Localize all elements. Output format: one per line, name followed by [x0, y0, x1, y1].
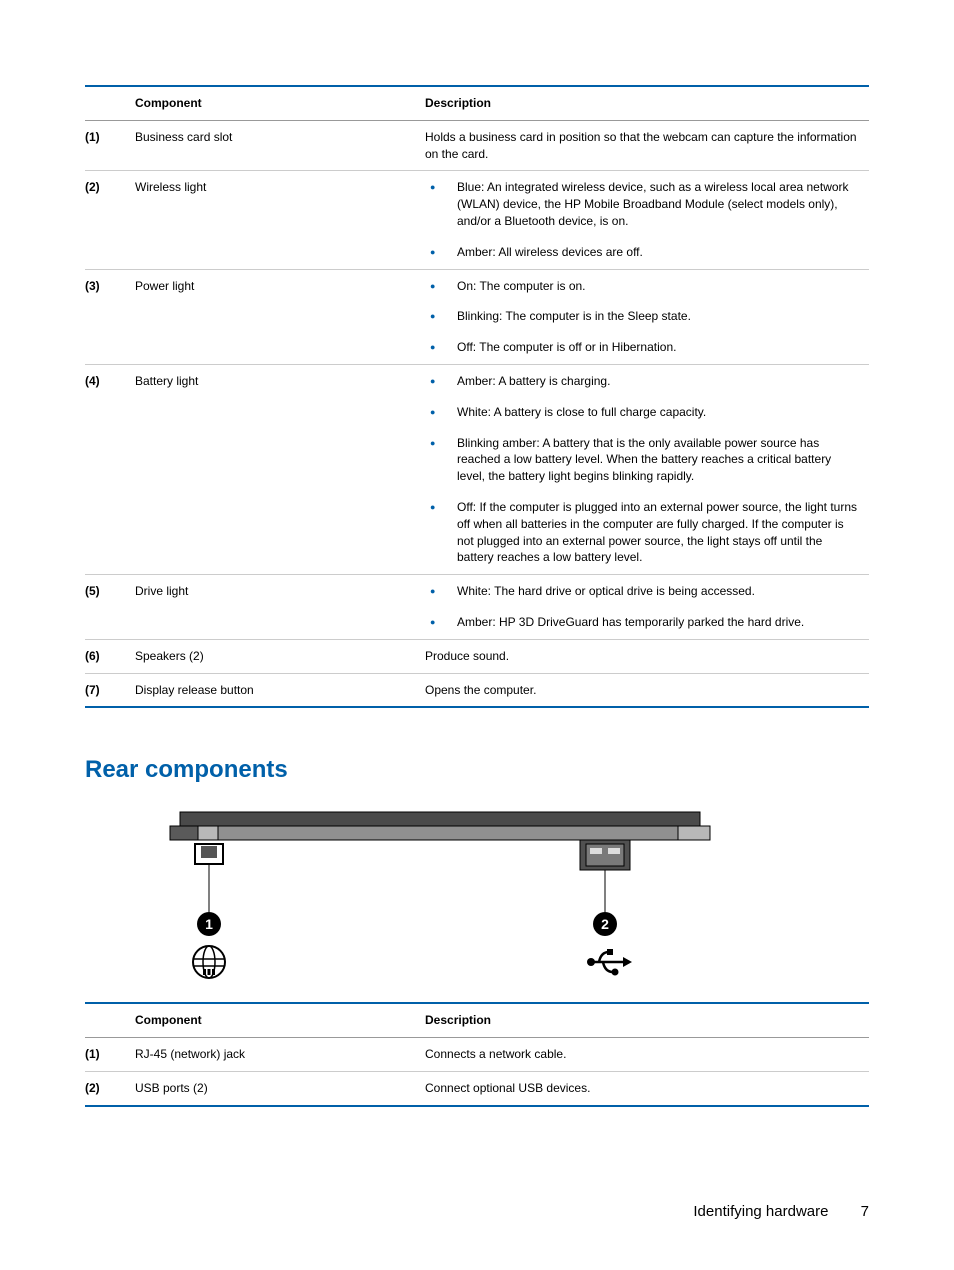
- description-list-item: Amber: All wireless devices are off.: [425, 244, 861, 261]
- rear-components-heading: Rear components: [85, 756, 869, 784]
- description-list: On: The computer is on. Blinking: The com…: [425, 278, 861, 356]
- row-description: Connect optional USB devices.: [425, 1071, 869, 1105]
- diagram-callout-2: 2: [601, 916, 609, 932]
- row-description: Holds a business card in position so tha…: [425, 120, 869, 171]
- table-row: (1)RJ-45 (network) jackConnects a networ…: [85, 1038, 869, 1072]
- table2-header-component: Component: [135, 1003, 425, 1037]
- description-list: Blue: An integrated wireless device, suc…: [425, 179, 861, 260]
- description-list-item: Amber: A battery is charging.: [425, 373, 861, 390]
- description-list-item: Off: If the computer is plugged into an …: [425, 499, 861, 566]
- row-description: Produce sound.: [425, 639, 869, 673]
- row-index: (2): [85, 171, 135, 269]
- description-list-item: Blue: An integrated wireless device, suc…: [425, 179, 861, 229]
- table-row: (3)Power lightOn: The computer is on. Bli…: [85, 269, 869, 364]
- row-index: (4): [85, 364, 135, 574]
- row-component: Business card slot: [135, 120, 425, 171]
- rear-diagram: 1 2: [85, 802, 869, 1002]
- table-row: (5)Drive lightWhite: The hard drive or o…: [85, 575, 869, 640]
- row-index: (1): [85, 1038, 135, 1072]
- row-component: Wireless light: [135, 171, 425, 269]
- row-description: Opens the computer.: [425, 673, 869, 707]
- row-index: (7): [85, 673, 135, 707]
- table-row: (2)Wireless lightBlue: An integrated wir…: [85, 171, 869, 269]
- row-description: Amber: A battery is charging. White: A ba…: [425, 364, 869, 574]
- description-list-item: On: The computer is on.: [425, 278, 861, 295]
- row-description: Blue: An integrated wireless device, suc…: [425, 171, 869, 269]
- page-footer: Identifying hardware 7: [693, 1203, 869, 1220]
- row-component: Display release button: [135, 673, 425, 707]
- description-list-item: Blinking amber: A battery that is the on…: [425, 435, 861, 485]
- row-index: (6): [85, 639, 135, 673]
- components-table-1: Component Description (1)Business card s…: [85, 85, 869, 708]
- table-row: (2)USB ports (2)Connect optional USB dev…: [85, 1071, 869, 1105]
- row-description: White: The hard drive or optical drive i…: [425, 575, 869, 640]
- row-description: Connects a network cable.: [425, 1038, 869, 1072]
- footer-section-title: Identifying hardware: [693, 1203, 828, 1220]
- description-list: White: The hard drive or optical drive i…: [425, 583, 861, 631]
- row-index: (5): [85, 575, 135, 640]
- diagram-callout-1: 1: [205, 916, 213, 932]
- row-index: (2): [85, 1071, 135, 1105]
- footer-page-number: 7: [861, 1203, 869, 1220]
- table1-header-description: Description: [425, 86, 869, 120]
- row-component: RJ-45 (network) jack: [135, 1038, 425, 1072]
- description-list-item: Amber: HP 3D DriveGuard has temporarily …: [425, 614, 861, 631]
- row-component: Speakers (2): [135, 639, 425, 673]
- table1-header-component: Component: [135, 86, 425, 120]
- row-component: USB ports (2): [135, 1071, 425, 1105]
- table-row: (1)Business card slotHolds a business ca…: [85, 120, 869, 171]
- row-index: (1): [85, 120, 135, 171]
- description-list-item: Off: The computer is off or in Hibernati…: [425, 339, 861, 356]
- row-component: Drive light: [135, 575, 425, 640]
- table-row: (7)Display release buttonOpens the compu…: [85, 673, 869, 707]
- description-list-item: White: The hard drive or optical drive i…: [425, 583, 861, 600]
- table-row: (6)Speakers (2)Produce sound.: [85, 639, 869, 673]
- row-index: (3): [85, 269, 135, 364]
- description-list-item: Blinking: The computer is in the Sleep s…: [425, 308, 861, 325]
- row-component: Power light: [135, 269, 425, 364]
- row-component: Battery light: [135, 364, 425, 574]
- description-list-item: White: A battery is close to full charge…: [425, 404, 861, 421]
- description-list: Amber: A battery is charging. White: A ba…: [425, 373, 861, 566]
- components-table-2: Component Description (1)RJ-45 (network)…: [85, 1002, 869, 1106]
- row-description: On: The computer is on. Blinking: The com…: [425, 269, 869, 364]
- table2-header-description: Description: [425, 1003, 869, 1037]
- table-row: (4)Battery lightAmber: A battery is char…: [85, 364, 869, 574]
